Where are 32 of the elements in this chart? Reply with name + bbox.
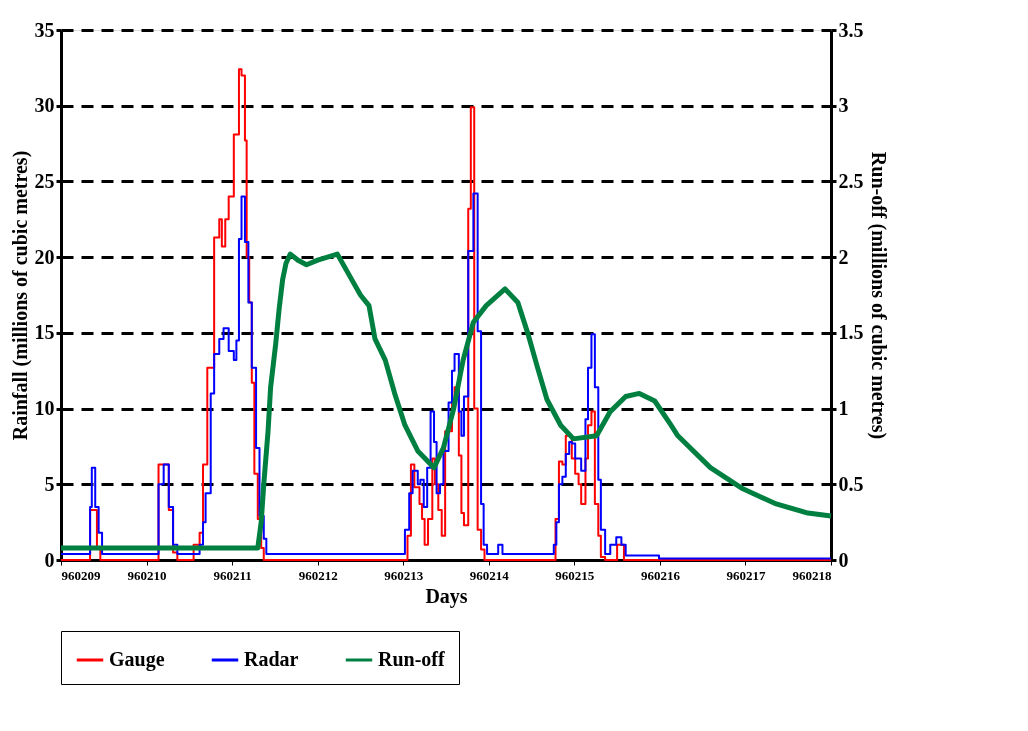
x-tick-label: 960217 xyxy=(726,567,766,583)
y2-tick-label: 3 xyxy=(838,94,849,117)
y2-tick-label: 2 xyxy=(838,245,849,268)
legend-label: Radar xyxy=(244,648,299,670)
x-tick-label: 960210 xyxy=(127,567,167,583)
y2-tick-label: 2.5 xyxy=(838,169,864,192)
y2-tick-label: 1 xyxy=(838,397,849,420)
x-tick-label: 960216 xyxy=(640,567,681,583)
y2-tick-label: 0.5 xyxy=(838,472,864,495)
y-tick-label: 35 xyxy=(34,18,55,41)
y2-tick-label: 3.5 xyxy=(838,18,864,41)
y-tick-label: 0 xyxy=(44,548,55,571)
legend-label: Gauge xyxy=(109,648,165,671)
x-tick-label: 960212 xyxy=(298,567,338,583)
y-tick-label: 10 xyxy=(34,397,55,420)
legend-label: Run-off xyxy=(378,648,446,670)
y-tick-label: 25 xyxy=(34,169,55,192)
x-tick-label: 960218 xyxy=(792,567,832,583)
x-tick-label: 960214 xyxy=(469,567,510,583)
y-tick-label: 5 xyxy=(44,472,55,495)
x-tick-label: 960209 xyxy=(61,567,101,583)
x-axis-title: Days xyxy=(425,584,468,608)
y-tick-label: 30 xyxy=(34,94,55,117)
x-tick-label: 960213 xyxy=(384,567,424,583)
x-tick-label: 960215 xyxy=(555,567,595,583)
y2-axis-title: Run-off (millions of cubic metres) xyxy=(866,151,890,440)
y-axis-title: Rainfall (millions of cubic metres) xyxy=(8,150,32,441)
y2-tick-label: 0 xyxy=(838,548,849,571)
y2-tick-label: 1.5 xyxy=(838,321,864,344)
x-tick-label: 960211 xyxy=(213,567,252,583)
y-tick-label: 15 xyxy=(34,321,55,344)
y-tick-label: 20 xyxy=(34,245,55,268)
